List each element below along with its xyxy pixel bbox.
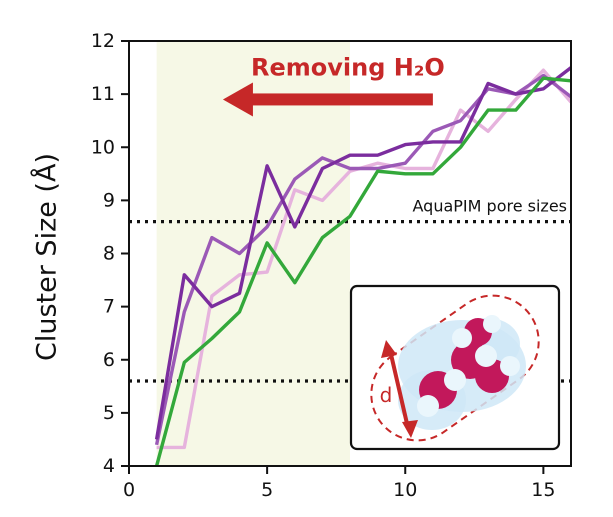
y-tick-label: 8: [103, 243, 115, 265]
y-tick-label: 6: [103, 349, 115, 371]
y-tick-label: 12: [91, 30, 115, 52]
series-line-1: [154, 73, 573, 446]
diameter-label: d: [380, 383, 393, 407]
pore-size-label: AquaPIM pore sizes: [413, 197, 567, 216]
x-tick-label: 5: [261, 479, 273, 501]
y-axis-label: Cluster Size (Å): [31, 153, 63, 361]
y-tick-label: 7: [103, 296, 115, 318]
removing-arrow-icon: [222, 82, 253, 117]
y-tick-label: 11: [91, 83, 115, 105]
x-tick-label: 0: [123, 479, 135, 501]
y-tick-label: 4: [103, 455, 115, 477]
shaded-region: [156, 41, 350, 466]
water-molecule-icon: [398, 315, 526, 430]
y-tick-label: 9: [103, 189, 115, 211]
series-line-2: [154, 66, 573, 440]
y-tick-label: 10: [91, 136, 115, 158]
x-tick-label: 15: [531, 479, 555, 501]
series-line-3: [154, 76, 572, 467]
y-tick-label: 5: [103, 402, 115, 424]
diameter-arrow-icon: [381, 340, 418, 438]
removing-water-label: Removing H₂O: [251, 53, 445, 81]
removing-arrow-shaft: [244, 93, 433, 106]
x-tick-label: 10: [393, 479, 417, 501]
molecule-inset: d: [349, 284, 561, 451]
